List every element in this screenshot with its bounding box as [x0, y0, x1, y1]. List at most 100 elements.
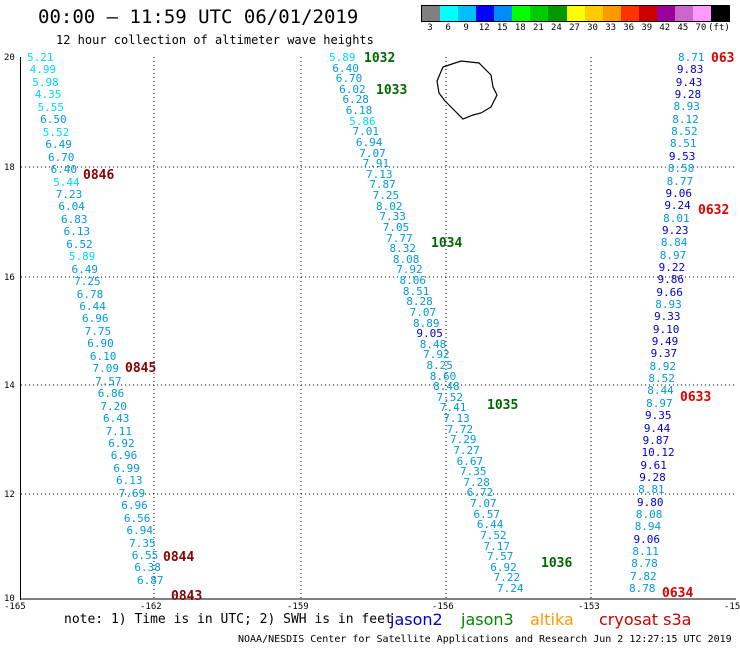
- pass-time-label: 0844: [163, 550, 195, 565]
- wave-height-value: 7.52: [436, 390, 464, 404]
- x-axis-tick: -156: [432, 602, 454, 612]
- y-axis-tick: 14: [4, 381, 15, 391]
- wave-height-value: 8.97: [646, 396, 673, 410]
- wave-height-value: 9.43: [675, 75, 703, 89]
- wave-height-value: 9.87: [642, 433, 670, 447]
- satellite-name: altika: [530, 610, 574, 629]
- wave-height-value: 6.78: [76, 287, 104, 301]
- pass-time-label: 1035: [487, 398, 519, 413]
- wave-height-value: 8.02: [376, 199, 403, 213]
- wave-height-value: 9.53: [668, 149, 696, 163]
- wave-height-value: 7.92: [423, 348, 450, 362]
- wave-height-value: 7.52: [480, 528, 507, 542]
- x-axis-tick: -165: [4, 602, 26, 612]
- wave-height-value: 7.33: [379, 210, 406, 224]
- wave-height-value: 6.67: [456, 454, 484, 468]
- legend-label: 70: [695, 23, 707, 33]
- wave-height-value: 9.66: [656, 285, 683, 299]
- wave-height-value: 7.57: [486, 550, 514, 564]
- wave-height-value: 6.92: [108, 436, 135, 450]
- legend-swatch: [548, 6, 567, 21]
- wave-height-value: 8.08: [392, 252, 420, 266]
- wave-height-value: 6.83: [61, 212, 88, 226]
- legend-label: 9: [463, 23, 469, 33]
- wave-height-value: 9.37: [650, 347, 678, 361]
- satellite-name: jason2: [390, 610, 443, 629]
- wave-height-value: 7.13: [365, 167, 393, 181]
- legend-label: 15: [496, 23, 508, 33]
- wave-height-value: 9.86: [657, 273, 684, 287]
- wave-height-value: 5.89: [329, 51, 356, 64]
- wave-height-value: 6.86: [97, 387, 125, 401]
- legend-label: 33: [605, 23, 617, 33]
- wave-height-value: 7.17: [483, 539, 511, 553]
- wave-height-value: 5.55: [37, 100, 64, 114]
- wave-height-value: 8.08: [635, 507, 663, 521]
- wave-height-value: 6.99: [113, 461, 140, 475]
- legend-swatch: [656, 6, 675, 21]
- wave-height-value: 9.23: [662, 223, 689, 237]
- wave-height-value: 5.52: [42, 125, 70, 139]
- wave-height-value: 8.51: [670, 137, 697, 151]
- wave-height-value: 9.44: [643, 421, 671, 435]
- pass-time-label: 1034: [431, 236, 463, 251]
- wave-height-value: 8.81: [638, 483, 665, 497]
- grid-lines: [21, 57, 736, 600]
- wave-height-value: 7.25: [372, 189, 400, 203]
- y-axis-tick: 18: [4, 163, 15, 173]
- wave-height-value: 5.98: [32, 75, 59, 89]
- wave-height-value: 9.80: [636, 495, 664, 509]
- wave-height-value: 8.84: [660, 236, 688, 250]
- wave-height-value: 6.18: [345, 104, 373, 118]
- legend-swatch: [512, 6, 531, 21]
- wave-height-value: 7.05: [382, 220, 410, 234]
- wave-height-value: 8.51: [402, 284, 430, 298]
- y-axis-tick: 12: [4, 490, 15, 500]
- wave-height-value: 8.52: [648, 372, 675, 386]
- pass-time-label: 0845: [125, 361, 157, 376]
- wave-height-value: 7.13: [443, 412, 470, 426]
- wave-height-value: 7.22: [493, 571, 521, 585]
- legend-label: 3: [427, 23, 433, 33]
- legend-label: 6: [445, 23, 451, 33]
- wave-height-value: 7.69: [118, 486, 146, 500]
- color-scale-labels: 3 6 9 12 15 18 21 24 27 30 33 36 39 42 45 70 (ft): [421, 23, 730, 35]
- wave-height-value: 7.09: [92, 362, 119, 376]
- wave-height-value: 6.96: [121, 499, 148, 513]
- wave-height-value: 6.94: [126, 524, 154, 538]
- legend-swatch: [620, 6, 639, 21]
- pass-time-label: 0634: [662, 586, 694, 601]
- legend-label: 42: [659, 23, 671, 33]
- wave-height-value: 6.13: [116, 474, 143, 488]
- wave-height-value: 8.52: [671, 125, 698, 139]
- wave-height-value: 8.44: [647, 384, 674, 398]
- wave-height-value: 6.13: [63, 225, 91, 239]
- wave-height-value: 8.94: [634, 520, 662, 534]
- wave-height-value: 7.77: [386, 231, 413, 245]
- wave-height-value: 7.91: [362, 157, 390, 171]
- wave-height-value: 8.48: [419, 337, 447, 351]
- pass-time-label: 063: [711, 51, 735, 66]
- wave-height-value: 6.49: [45, 138, 72, 152]
- wave-height-value: 7.35: [129, 536, 156, 550]
- wave-height-value: 6.87: [137, 573, 164, 587]
- legend-swatch: [692, 6, 711, 21]
- legend-swatch: [638, 6, 657, 21]
- legend-swatch: [422, 6, 441, 21]
- wave-height-value: 7.07: [470, 497, 497, 511]
- pass-time-label: 0846: [83, 168, 115, 183]
- wave-height-value: 7.20: [100, 399, 127, 413]
- satellite-name: jason3: [461, 610, 514, 629]
- legend-swatch: [674, 6, 693, 21]
- legend-label: (ft): [708, 23, 730, 33]
- wave-height-value: 6.28: [342, 93, 369, 107]
- wave-height-value: 9.33: [654, 310, 681, 324]
- wave-height-value: 6.52: [66, 237, 93, 251]
- legend-label: 27: [569, 23, 580, 33]
- legend-label: 24: [551, 23, 562, 33]
- wave-height-value: 9.06: [633, 532, 661, 546]
- x-axis-tick: -15: [724, 602, 740, 612]
- y-axis-tick: 16: [4, 273, 15, 283]
- wave-height-value: 8.58: [667, 162, 695, 176]
- wave-height-value: 6.02: [339, 82, 366, 96]
